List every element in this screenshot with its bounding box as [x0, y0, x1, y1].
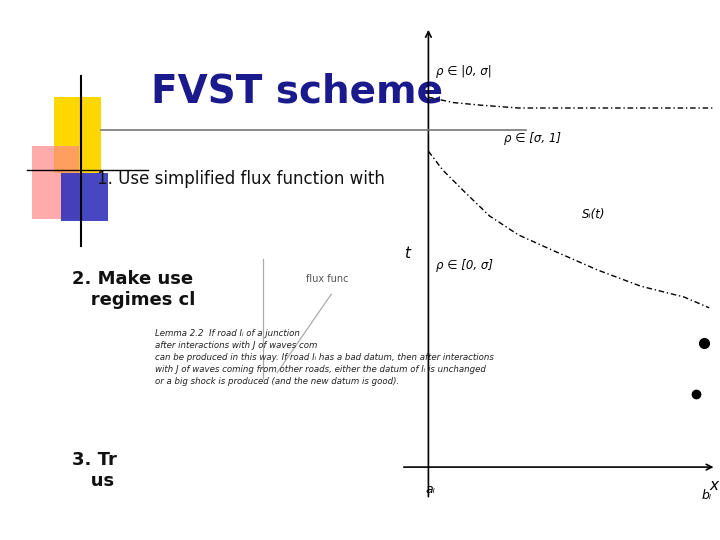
Text: Sᵢ(t): Sᵢ(t): [582, 208, 606, 221]
Text: Lemma 2.2  If road Iᵢ of a junction
after interactions with J of waves com
can b: Lemma 2.2 If road Iᵢ of a junction after…: [155, 329, 494, 386]
Bar: [32, 146, 79, 219]
Text: FVST scheme: FVST scheme: [151, 73, 444, 111]
Text: ρ ∈ [0, σ]: ρ ∈ [0, σ]: [436, 259, 492, 272]
Text: flux func: flux func: [306, 273, 349, 284]
Text: bᵢ: bᵢ: [702, 489, 712, 502]
Text: aᵢ: aᵢ: [426, 483, 436, 496]
Text: ρ ∈ |0, σ|: ρ ∈ |0, σ|: [436, 65, 491, 78]
Text: 1. Use simplified flux function with: 1. Use simplified flux function with: [97, 170, 385, 188]
Text: 2. Make use
   regimes cl: 2. Make use regimes cl: [72, 270, 195, 309]
Text: 3. Tr
   us: 3. Tr us: [72, 451, 117, 490]
Text: t: t: [405, 246, 410, 261]
Text: x: x: [710, 478, 719, 493]
Text: ρ ∈ [σ, 1]: ρ ∈ [σ, 1]: [504, 132, 561, 145]
Bar: [61, 173, 108, 221]
Bar: [54, 97, 101, 173]
